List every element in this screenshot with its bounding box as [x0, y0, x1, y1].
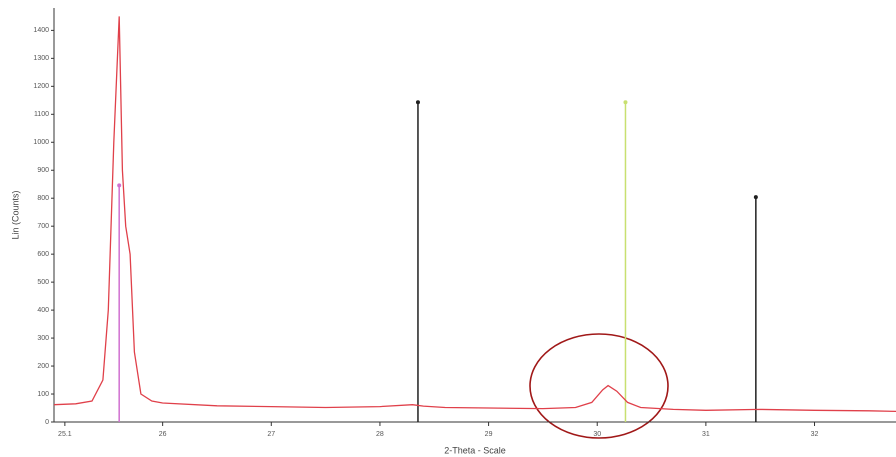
x-tick-label: 26 [159, 431, 167, 438]
y-tick-label: 1200 [33, 83, 49, 90]
x-tick-label: 30 [593, 431, 601, 438]
x-axis-label: 2-Theta - Scale [444, 445, 506, 455]
stick-marker [117, 183, 122, 188]
y-tick-label: 1400 [33, 27, 49, 34]
y-tick-label: 1000 [33, 139, 49, 146]
y-axis-label: Lin (Counts) [10, 190, 20, 239]
stick-marker [753, 195, 758, 200]
x-tick-label: 27 [267, 431, 275, 438]
x-tick-label: 29 [485, 431, 493, 438]
x-tick-label: 25.1 [58, 431, 72, 438]
y-tick-label: 100 [37, 391, 49, 398]
y-tick-label: 1300 [33, 55, 49, 62]
y-tick-label: 1100 [34, 111, 49, 118]
highlight-circle [529, 333, 669, 439]
y-tick-label: 0 [45, 419, 49, 426]
y-tick-label: 700 [37, 223, 49, 230]
x-tick-label: 28 [376, 431, 384, 438]
y-tick-label: 600 [37, 251, 49, 258]
x-tick-label: 31 [702, 431, 710, 438]
y-tick-label: 300 [37, 335, 49, 342]
y-tick-label: 400 [37, 307, 49, 314]
y-tick-label: 900 [37, 167, 49, 174]
y-tick-label: 800 [37, 195, 49, 202]
y-tick-label: 200 [37, 363, 49, 370]
x-tick-label: 32 [811, 431, 819, 438]
stick-marker [623, 100, 628, 105]
y-tick-label: 500 [37, 279, 49, 286]
stick-marker [415, 100, 420, 105]
diffraction-curve [53, 16, 896, 413]
